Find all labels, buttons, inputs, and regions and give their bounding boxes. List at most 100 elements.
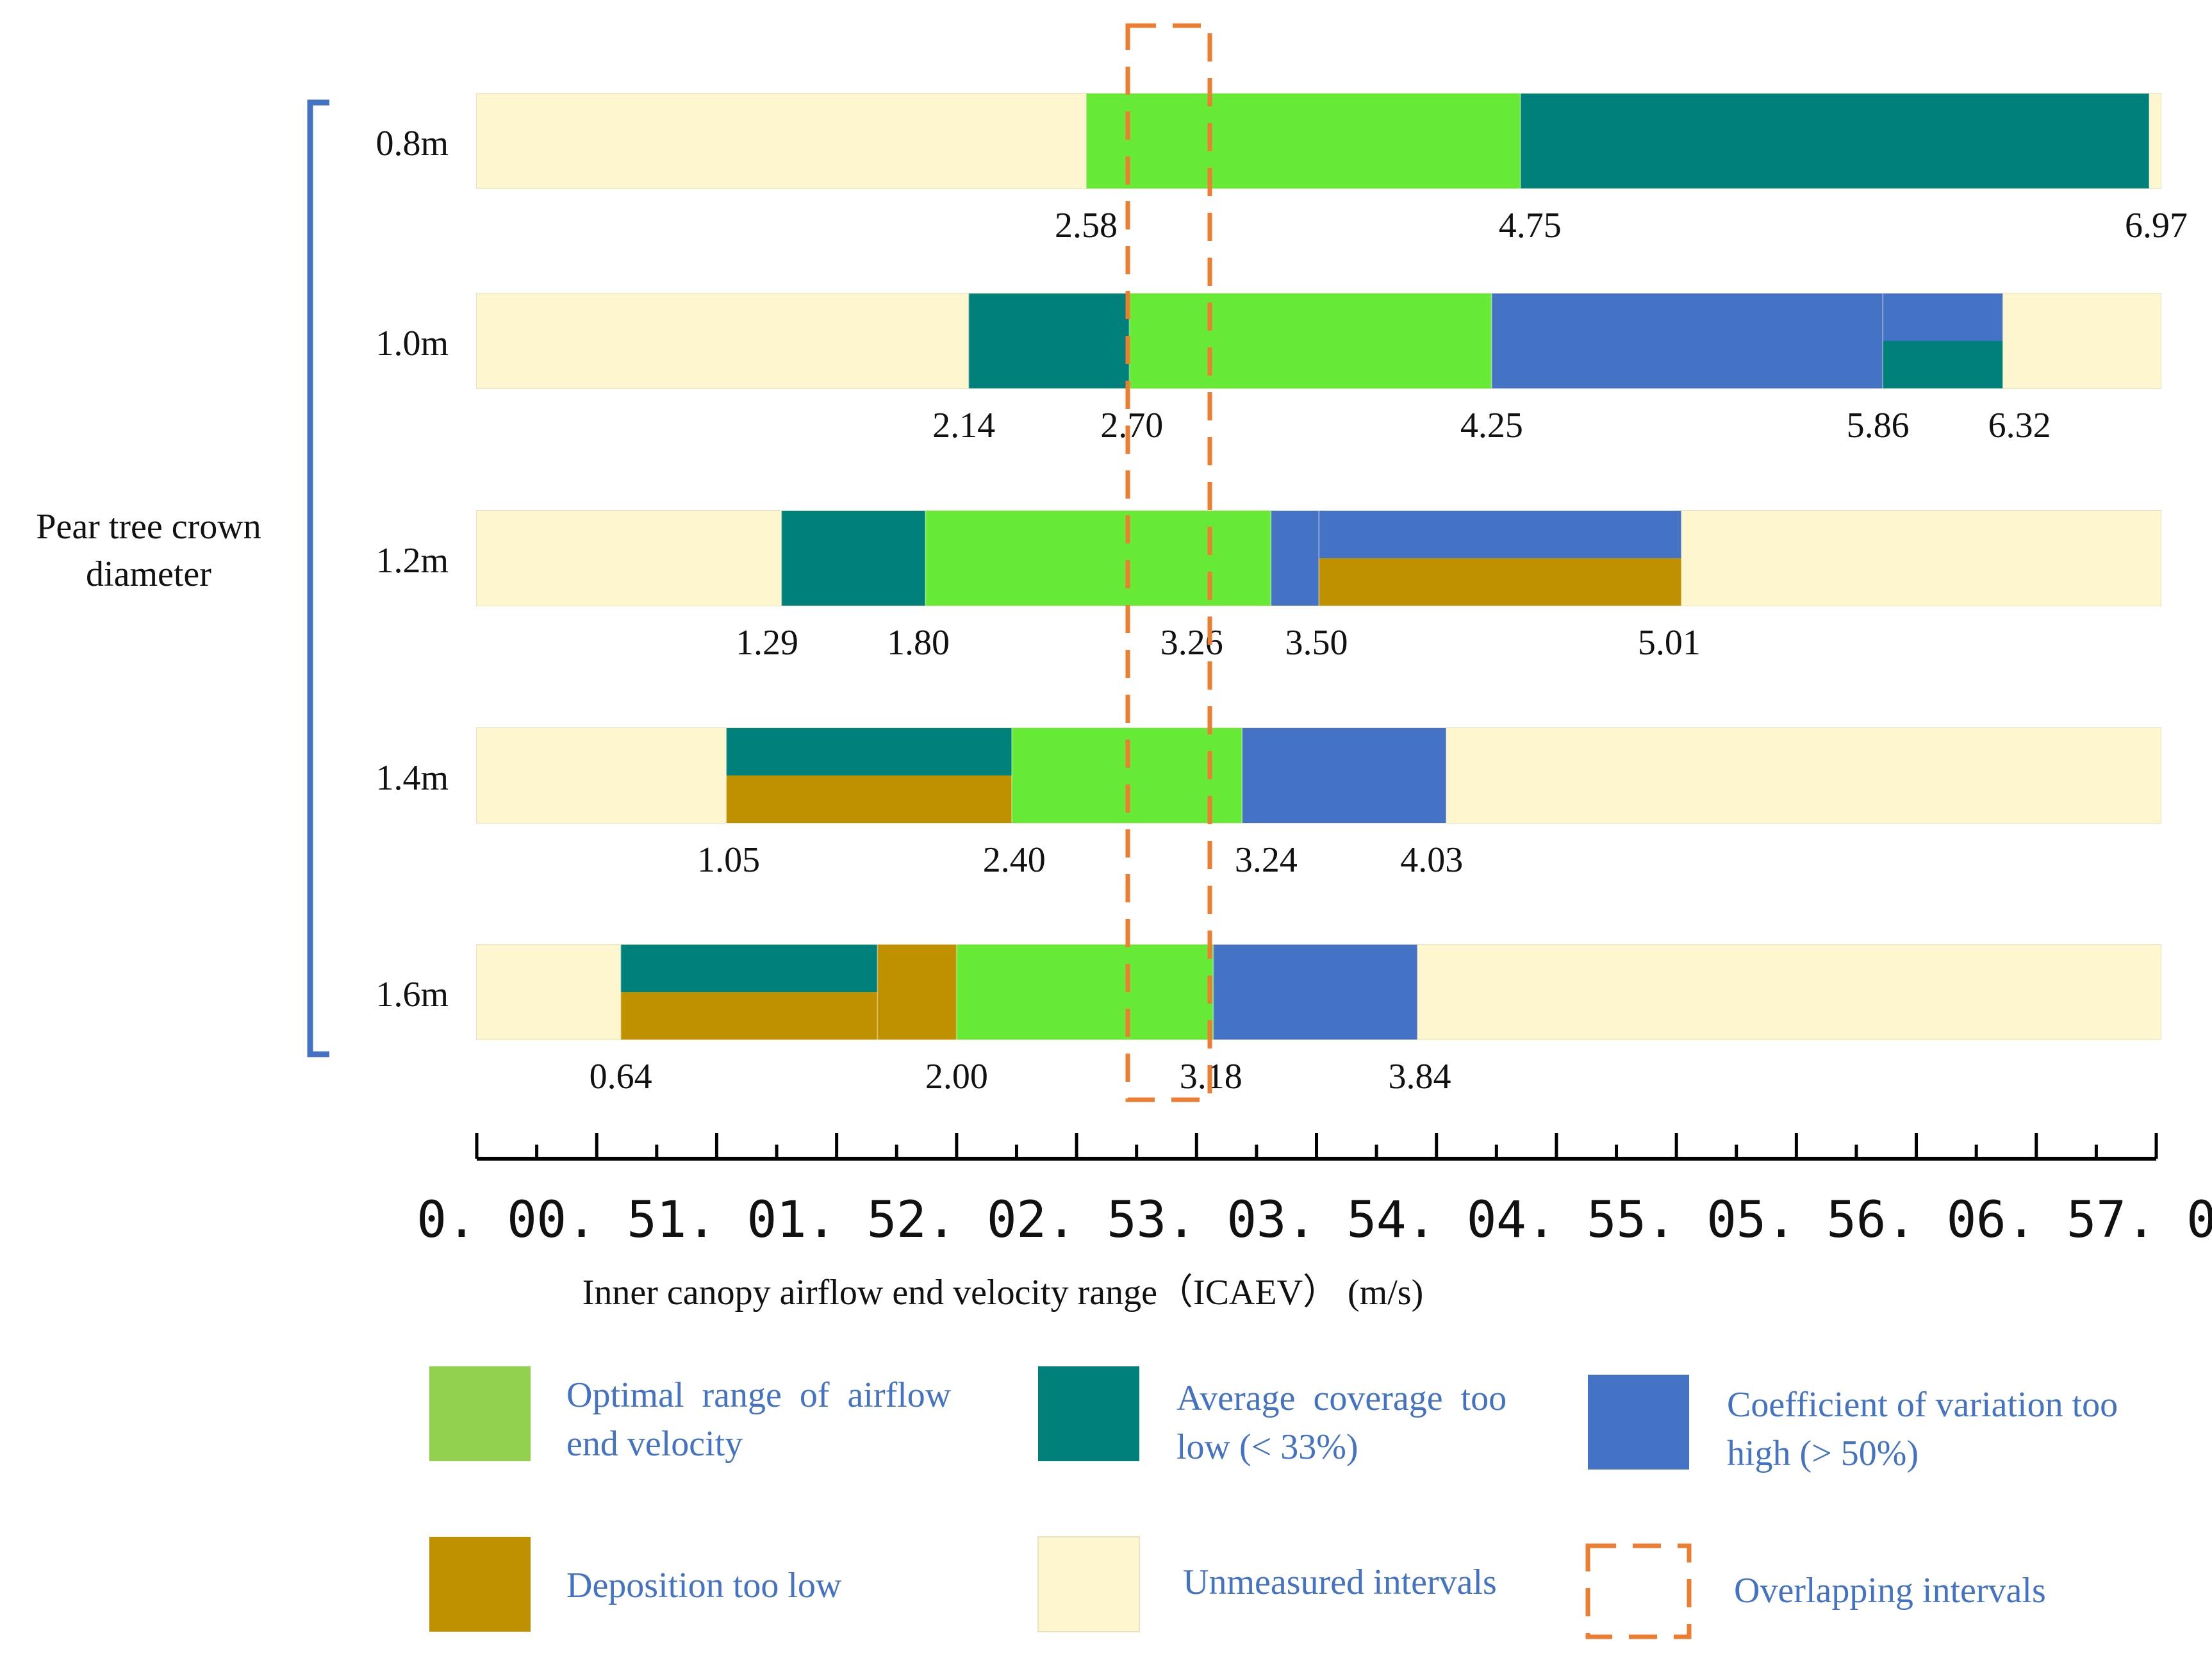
x-tick-label: 0. 5 [536, 1191, 657, 1249]
segment-coverage [781, 511, 926, 606]
legend-swatch-variation [1588, 1375, 1689, 1470]
x-tick-label: 3. 0 [1136, 1191, 1257, 1249]
segment-unmeasured [477, 294, 969, 388]
legend-item-variation: Coefficient of variation too high (> 50%) [1588, 1375, 2118, 1473]
x-axis-title: Inner canopy airflow end velocity range（… [582, 1273, 1423, 1313]
legend: Optimal range of airflow end velocity Aver… [429, 1366, 2118, 1639]
value-label: 5.86 [1847, 406, 1910, 445]
value-label: 0.64 [590, 1057, 652, 1097]
legend-item-coverage: Average coverage too low (< 33%) [1038, 1366, 1506, 1467]
segment-variation [1491, 294, 1883, 388]
bar-row-1.6m: 1.6m0.64 2.00 3.18 3.84 [376, 944, 2161, 1097]
x-axis: 0. 0 0. 5 1. 0 1. 5 2. 0 2. 5 3. 0 3. 5 4. 0 4. 5… [417, 1133, 2212, 1313]
legend-label: end velocity [566, 1424, 743, 1464]
legend-item-deposition: Deposition too low [429, 1537, 842, 1632]
bar-row-1.2m: 1.2m 1.29 1.80 3.26 3.50 5.01 [376, 510, 2161, 663]
value-label: 3.84 [1389, 1057, 1451, 1097]
segment-variation [1883, 294, 2003, 341]
segment-optimal [925, 511, 1271, 606]
segment-unmeasured [2149, 94, 2161, 188]
legend-swatch-coverage [1038, 1366, 1139, 1461]
segment-unmeasured [477, 945, 621, 1040]
bar-row-1.0m: 1.0m 2.14 2.70 4.25 5.86 6.32 [376, 293, 2161, 445]
value-label: 2.58 [1055, 206, 1118, 245]
segment-unmeasured [477, 511, 782, 606]
bar-row-1.4m: 1.4m 1.05 2.40 3.24 4.03 [376, 727, 2161, 880]
segment-unmeasured [1446, 728, 2161, 823]
x-tick-label: 6. 5 [1976, 1191, 2097, 1249]
segment-coverage [968, 294, 1130, 388]
legend-label: Average coverage too [1176, 1379, 1506, 1418]
segment-variation [1242, 728, 1446, 823]
value-label: 1.29 [736, 623, 798, 663]
value-label: 4.75 [1499, 206, 1562, 245]
value-label: 3.24 [1235, 840, 1298, 880]
x-tick-label: 4. 5 [1496, 1191, 1617, 1249]
segment-optimal [956, 945, 1214, 1040]
legend-label: Unmeasured intervals [1183, 1562, 1497, 1602]
segment-deposition [1319, 558, 1681, 606]
value-label: 4.03 [1400, 840, 1463, 880]
x-tick-label: 2. 5 [1016, 1191, 1137, 1249]
x-tick-label: 7. 0 [2096, 1191, 2212, 1249]
segment-unmeasured [1417, 945, 2161, 1040]
overlap-layer [1125, 23, 1212, 1102]
segment-unmeasured [477, 728, 727, 823]
legend-swatch-optimal [429, 1366, 531, 1461]
value-label: 2.00 [925, 1057, 988, 1097]
bars-layer: 0.8m 2.58 4.75 6.97 1.0m 2.14 2.70 4.25 5.86 6.32… [376, 93, 2188, 1097]
legend-item-overlap: Overlapping intervals [1585, 1543, 2046, 1639]
value-label: 1.05 [697, 840, 760, 880]
x-tick-label: 6. 0 [1856, 1191, 1977, 1249]
y-axis-title: Pear tree crown diameter [36, 99, 329, 1057]
value-label: 2.14 [932, 406, 995, 445]
segment-unmeasured [1681, 511, 2161, 606]
x-tick-label: 5. 0 [1616, 1191, 1737, 1249]
segment-unmeasured [477, 94, 1087, 188]
x-tick-label: 1. 5 [777, 1191, 897, 1249]
value-label: 6.32 [1988, 406, 2051, 445]
segment-optimal [1086, 94, 1521, 188]
legend-label: Coefficient of variation too [1727, 1385, 2118, 1425]
y-axis-title-line: Pear tree crown [36, 507, 261, 547]
row-label: 1.4m [376, 758, 449, 798]
segment-coverage [1520, 94, 2149, 188]
legend-swatch-overlap [1585, 1543, 1692, 1639]
legend-label: Deposition too low [566, 1566, 842, 1605]
row-label: 1.0m [376, 324, 449, 363]
row-label: 0.8m [376, 124, 449, 163]
y-axis-title-line: diameter [86, 554, 211, 594]
segment-variation [1271, 511, 1319, 606]
value-label: 3.50 [1285, 623, 1348, 663]
value-label: 4.25 [1460, 406, 1523, 445]
legend-label: Optimal range of airflow [566, 1375, 952, 1415]
legend-item-optimal: Optimal range of airflow end velocity [429, 1366, 952, 1464]
segment-coverage [620, 945, 878, 992]
legend-label: low (< 33%) [1176, 1427, 1358, 1467]
x-tick-label: 1. 0 [657, 1191, 777, 1249]
y-bracket [307, 99, 329, 1057]
value-label: 2.40 [983, 840, 1046, 880]
legend-swatch-deposition [429, 1537, 531, 1632]
value-label: 1.80 [887, 623, 950, 663]
segment-variation [1213, 945, 1417, 1040]
x-tick-label: 2. 0 [896, 1191, 1017, 1249]
legend-item-unmeasured: Unmeasured intervals [1037, 1536, 1497, 1632]
overlap-interval-box [1125, 23, 1212, 1102]
bar-row-0.8m: 0.8m 2.58 4.75 6.97 [376, 93, 2188, 245]
row-label: 1.2m [376, 541, 449, 581]
legend-label: Overlapping intervals [1734, 1571, 2046, 1611]
segment-coverage [1883, 341, 2003, 388]
segment-optimal [1129, 294, 1492, 388]
segment-deposition [726, 775, 1012, 823]
legend-label: high (> 50%) [1727, 1434, 1919, 1473]
segment-deposition [877, 945, 957, 1040]
x-tick-label: 3. 5 [1257, 1191, 1377, 1249]
value-label: 6.97 [2125, 206, 2188, 245]
value-label: 5.01 [1638, 623, 1701, 663]
segment-unmeasured [2002, 294, 2161, 388]
segment-coverage [726, 728, 1012, 775]
segment-deposition [620, 992, 878, 1040]
value-label: 3.26 [1160, 623, 1223, 663]
